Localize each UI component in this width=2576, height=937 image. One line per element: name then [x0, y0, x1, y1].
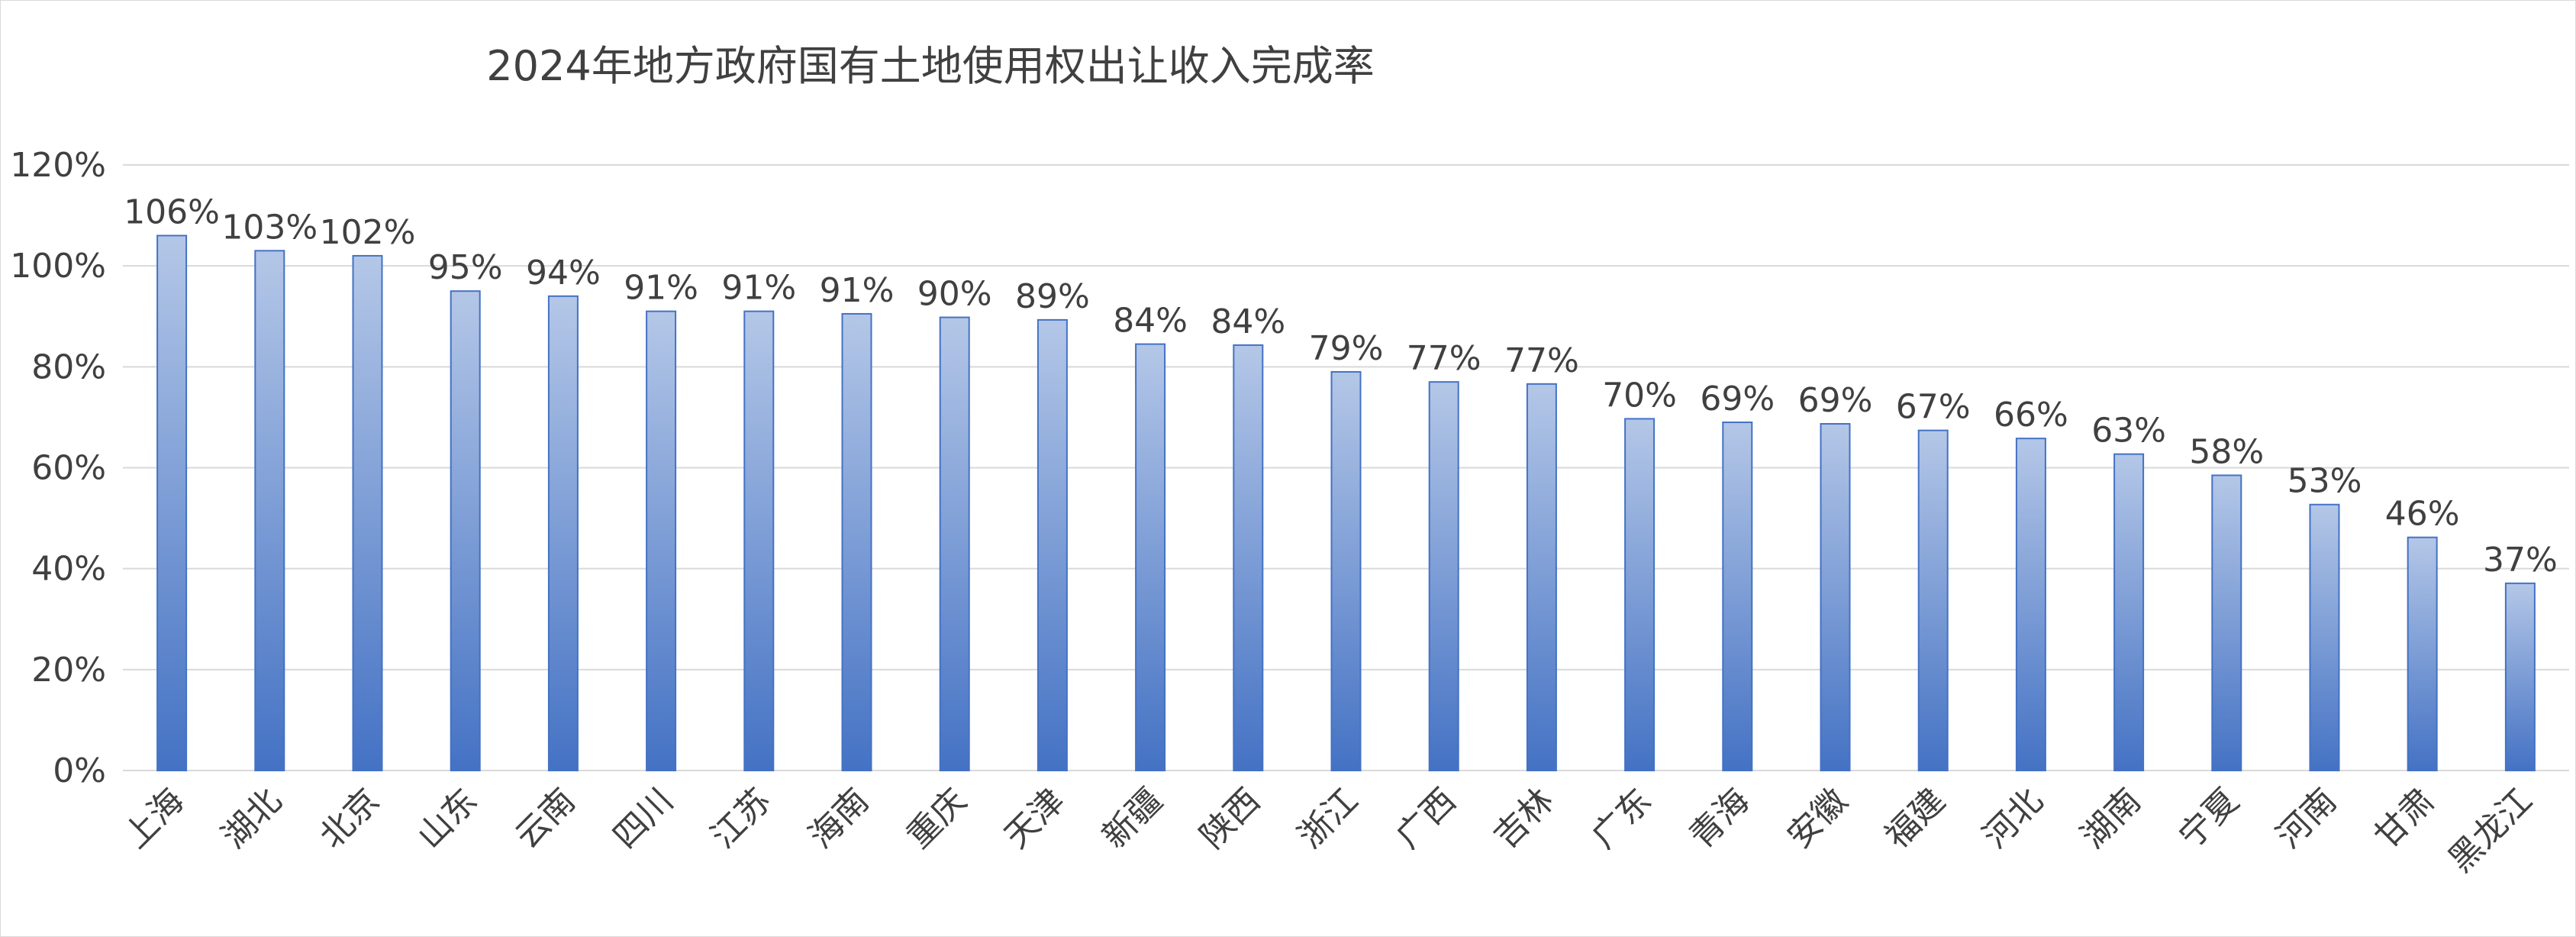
- x-tick-label: 浙江: [1291, 781, 1365, 856]
- x-tick-label: 新疆: [1095, 781, 1170, 856]
- bar: [1330, 370, 1362, 772]
- data-label: 53%: [2287, 462, 2362, 501]
- data-label: 37%: [2483, 541, 2558, 580]
- data-label: 103%: [221, 208, 318, 247]
- data-label: 89%: [1015, 277, 1090, 316]
- bars: [156, 234, 2536, 772]
- data-label: 66%: [1994, 396, 2068, 435]
- x-tick-label: 黑龙江: [2441, 781, 2539, 880]
- y-tick-label: 20%: [31, 651, 106, 690]
- x-tick-label: 山东: [410, 781, 485, 856]
- bar: [156, 234, 188, 771]
- x-tick-label: 安徽: [1780, 781, 1855, 856]
- data-label: 106%: [124, 193, 220, 232]
- x-tick-label: 四川: [606, 781, 681, 856]
- data-label: 91%: [721, 269, 796, 308]
- x-tick-label: 福建: [1878, 781, 1952, 856]
- data-label: 84%: [1211, 302, 1285, 341]
- x-tick-label: 吉林: [1486, 781, 1561, 856]
- bar: [352, 254, 383, 771]
- bar: [1428, 381, 1459, 771]
- x-tick-label: 河南: [2269, 781, 2344, 856]
- bar: [2309, 503, 2340, 771]
- x-tick-label: 湖南: [2074, 781, 2149, 856]
- bar: [646, 310, 677, 771]
- y-tick-label: 100%: [10, 247, 106, 286]
- x-tick-label: 湖北: [214, 781, 289, 856]
- x-tick-label: 广东: [1585, 781, 1659, 856]
- x-tick-label: 宁夏: [2171, 781, 2246, 856]
- bar: [450, 290, 481, 772]
- data-label: 77%: [1407, 339, 1481, 378]
- x-tick-label: 上海: [117, 781, 192, 856]
- bar: [2504, 582, 2536, 771]
- bar: [547, 295, 579, 772]
- x-tick-label: 云南: [508, 781, 582, 856]
- y-tick-label: 80%: [31, 347, 106, 386]
- y-tick-label: 0%: [53, 751, 106, 790]
- x-tick-label: 陕西: [1193, 781, 1268, 856]
- bar: [939, 316, 970, 771]
- bar: [1233, 344, 1264, 772]
- x-tick-label: 甘肃: [2367, 781, 2442, 856]
- data-label: 70%: [1602, 376, 1677, 415]
- y-tick-label: 40%: [31, 550, 106, 589]
- x-tick-label: 江苏: [704, 781, 779, 856]
- data-label: 91%: [820, 271, 895, 310]
- bar: [1624, 418, 1656, 771]
- bar: [1037, 318, 1068, 771]
- x-tick-label: 广西: [1388, 781, 1463, 856]
- bar: [1135, 343, 1166, 771]
- data-label: 46%: [2385, 495, 2460, 534]
- y-tick-label: 120%: [10, 146, 106, 185]
- bar: [2407, 536, 2438, 771]
- chart-title: 2024年地方政府国有土地使用权出让收入完成率: [486, 42, 1374, 90]
- data-label: 84%: [1113, 302, 1188, 341]
- data-label: 94%: [526, 254, 601, 292]
- y-axis-tick-labels: 0% 20% 40% 60% 80% 100% 120%: [10, 146, 106, 790]
- data-label: 69%: [1700, 380, 1775, 418]
- bar: [1526, 383, 1557, 771]
- bar: [841, 312, 872, 771]
- data-label: 95%: [428, 248, 503, 287]
- bar: [1820, 423, 1851, 771]
- x-tick-label: 天津: [997, 781, 1072, 856]
- bar: [254, 250, 285, 771]
- data-label: 58%: [2189, 432, 2264, 471]
- data-labels: 106% 103% 102% 95% 94% 91% 91% 91% 90% 89% 84% 84% 7…: [124, 193, 2558, 580]
- x-tick-label: 北京: [312, 781, 387, 856]
- data-label: 91%: [624, 269, 698, 308]
- x-tick-label: 重庆: [899, 781, 974, 856]
- y-tick-label: 60%: [31, 449, 106, 488]
- x-tick-label: 河北: [1975, 781, 2050, 856]
- bar: [2211, 474, 2242, 771]
- data-label: 67%: [1896, 388, 1971, 427]
- data-label: 77%: [1504, 341, 1579, 380]
- x-tick-label: 海南: [801, 781, 876, 856]
- bar: [2113, 453, 2145, 771]
- bar: [1917, 429, 1949, 771]
- data-label: 102%: [320, 213, 416, 252]
- bar: [2015, 438, 2046, 772]
- data-label: 63%: [2091, 412, 2166, 451]
- data-label: 79%: [1309, 329, 1384, 368]
- bar: [743, 310, 775, 771]
- bar: [1722, 422, 1753, 772]
- x-axis-category-labels: 上海 湖北 北京 山东 云南 四川 江苏 海南 重庆 天津 新疆 陕西 浙江 广西 吉林 广东 青海 安徽 福建 河北…: [117, 781, 2540, 880]
- x-tick-label: 青海: [1682, 781, 1757, 856]
- data-label: 69%: [1798, 381, 1873, 420]
- data-label: 90%: [917, 275, 992, 314]
